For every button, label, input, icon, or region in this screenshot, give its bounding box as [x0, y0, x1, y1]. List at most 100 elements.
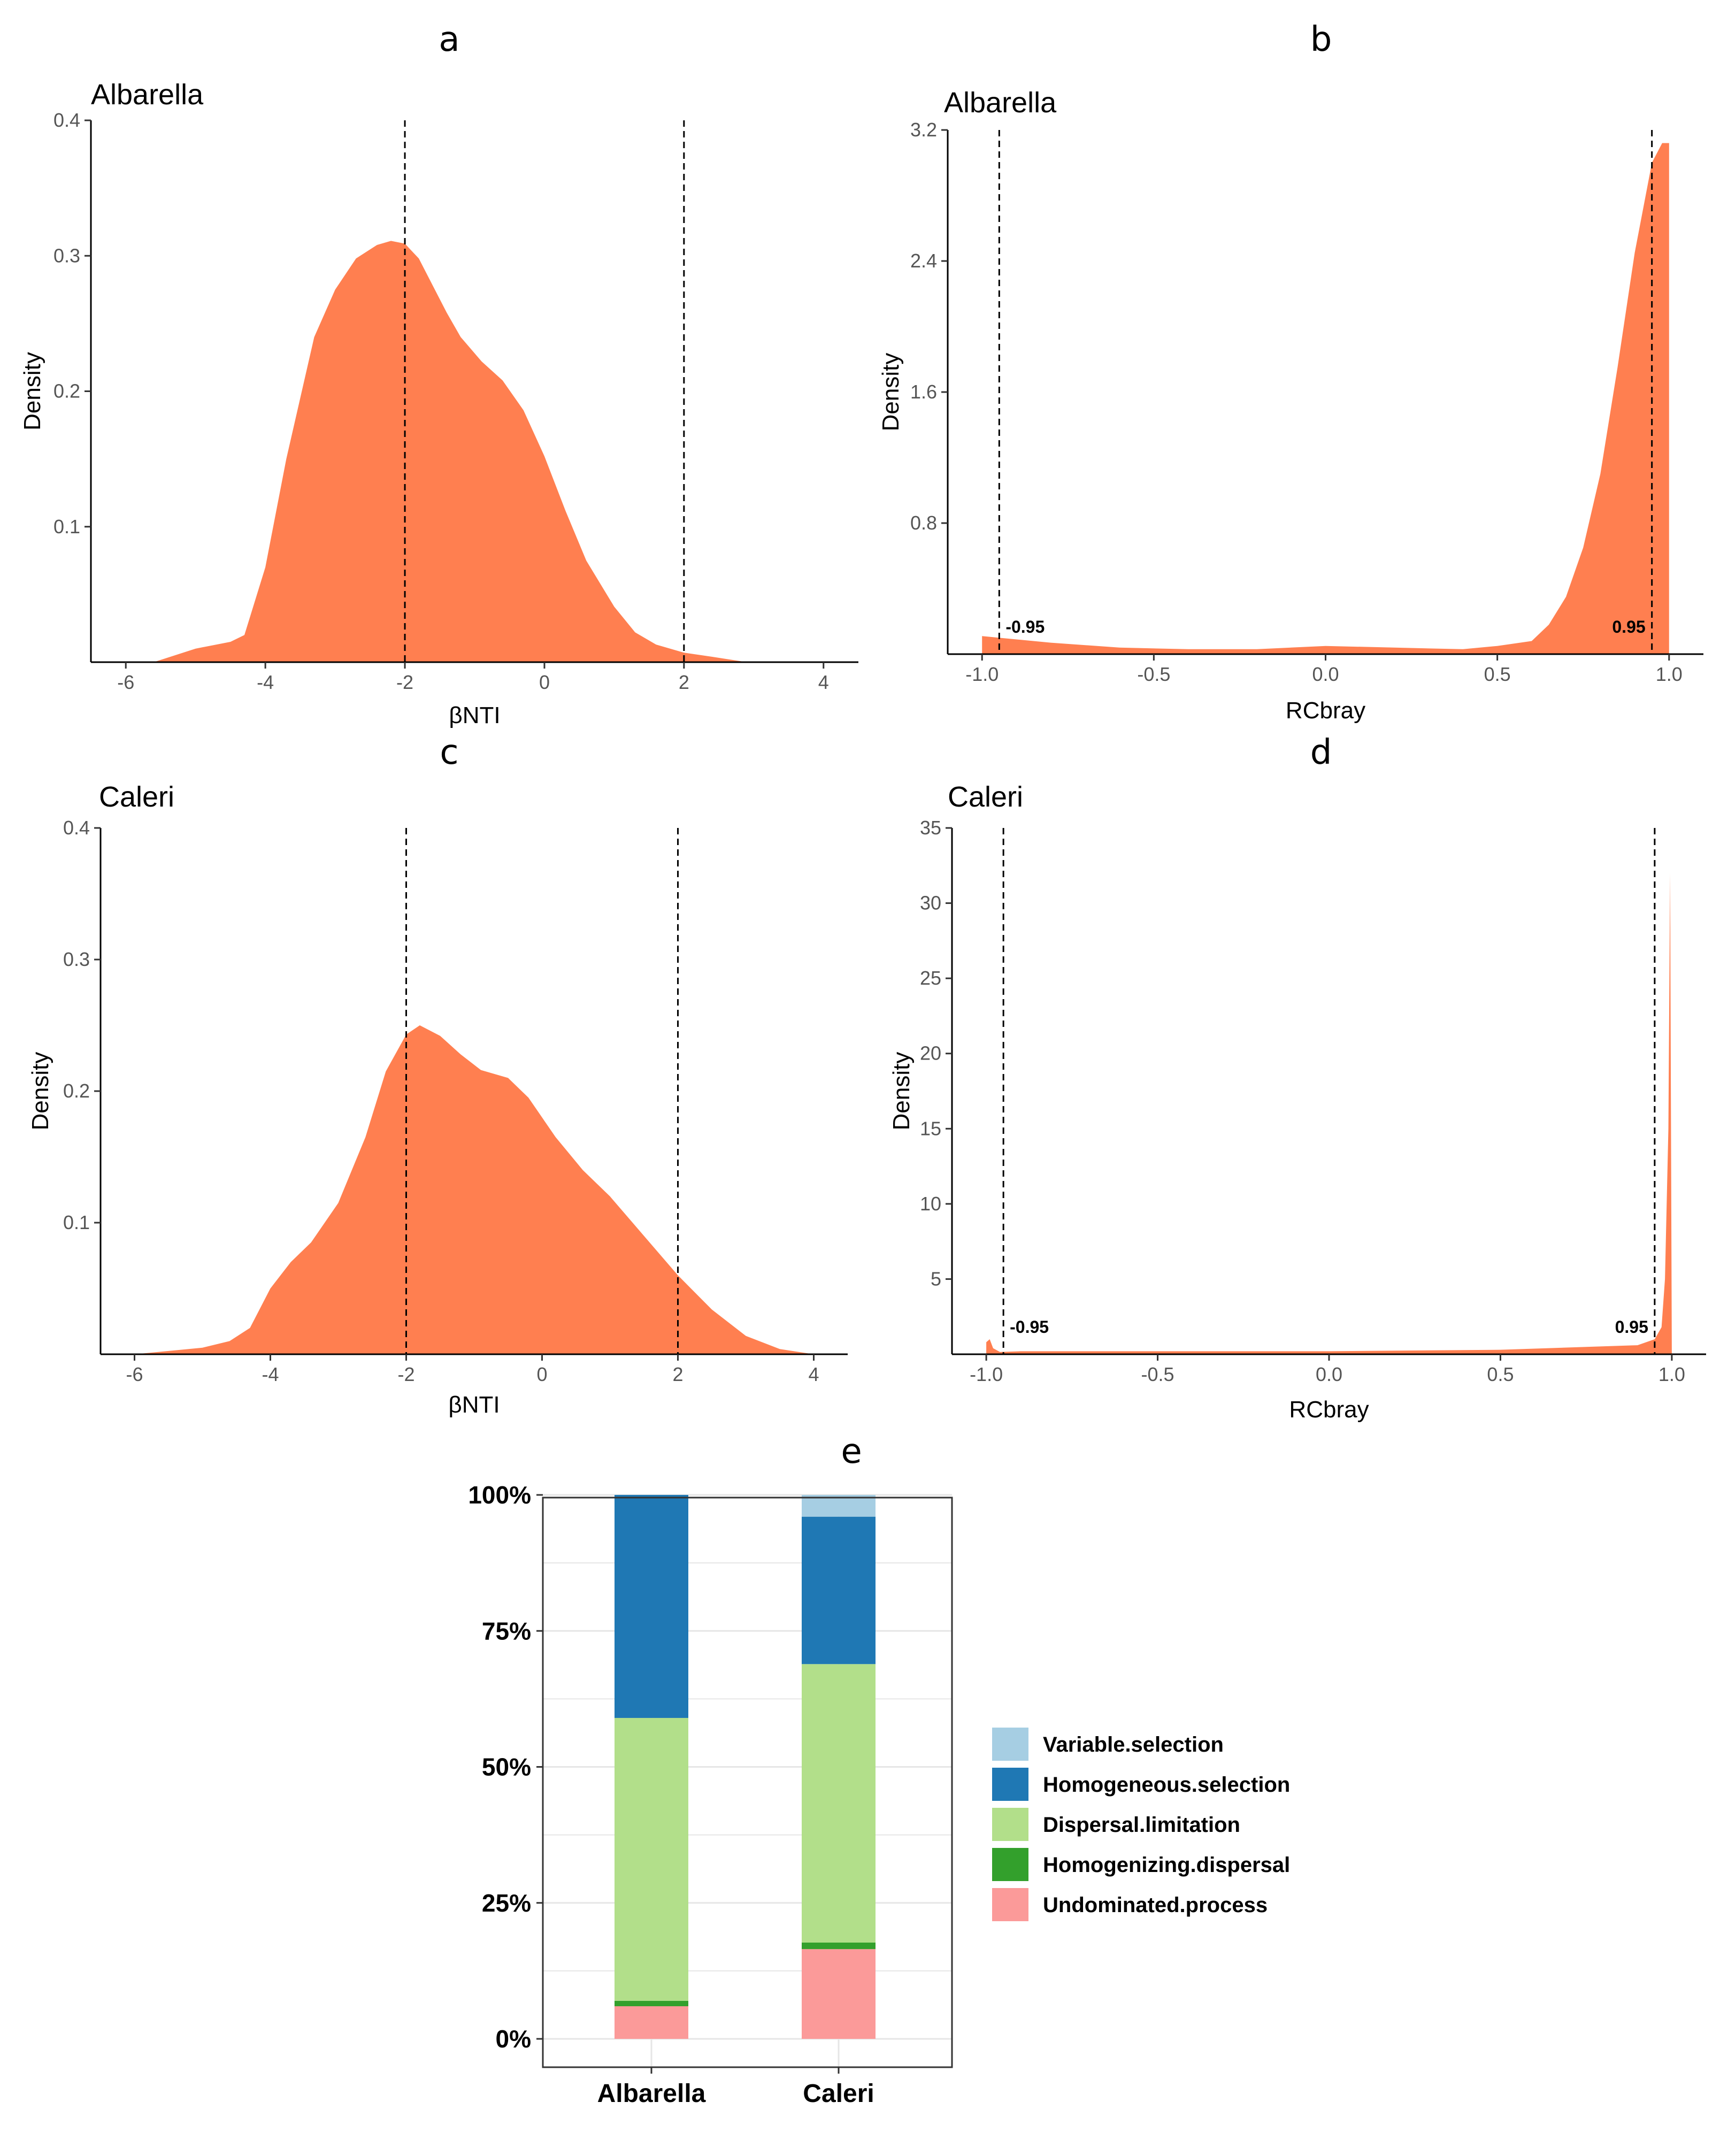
x-tick-label: 4 — [818, 671, 829, 693]
x-tick-label: 2 — [679, 671, 689, 693]
panel-a: a Albarella -6 -4 -2 0 2 4 0.1 0.2 0.3 0.4 βNTI Den… — [19, 20, 858, 728]
bar-segment — [615, 1717, 688, 2001]
density-plot-d: -1.0 -0.5 0.0 0.5 1.0 5 10 15 20 25 30 35 RCbray Dens… — [888, 817, 1706, 1423]
panel-letter-b: b — [1310, 20, 1332, 59]
panel-letter-d: d — [1310, 733, 1332, 772]
legend-swatch — [992, 1808, 1028, 1841]
x-tick-label: -1.0 — [970, 1363, 1003, 1385]
legend-swatch — [992, 1888, 1028, 1921]
y-axis-label: Density — [27, 1052, 53, 1131]
y-tick-label: 1.6 — [910, 381, 937, 403]
x-tick-label: 0.0 — [1316, 1363, 1342, 1385]
legend-label: Variable.selection — [1043, 1733, 1224, 1756]
y-tick-label: 0.8 — [910, 512, 937, 534]
x-tick-label: -4 — [257, 671, 274, 693]
y-axis-label: Density — [888, 1052, 915, 1131]
y-tick-label: 0.3 — [63, 948, 90, 970]
x-tick-label: Albarella — [597, 2080, 706, 2108]
y-tick-label: 25% — [482, 1889, 531, 1917]
legend-swatch — [992, 1768, 1028, 1801]
bar-segment — [615, 2000, 688, 2006]
legend-label: Undominated.process — [1043, 1893, 1268, 1917]
density-area — [134, 1025, 814, 1354]
x-tick-label: 0 — [536, 1363, 547, 1385]
legend-e: Variable.selection Homogeneous.selection D… — [992, 1728, 1290, 1921]
y-tick-label: 35 — [920, 817, 941, 839]
panel-e: e Albarella Caleri 0% 25% 50% 75% 100% Variabl… — [468, 1432, 1290, 2108]
y-tick-label: 50% — [482, 1753, 531, 1781]
y-tick-label: 30 — [920, 892, 941, 914]
x-tick-label: -0.5 — [1137, 663, 1170, 685]
plot-border — [542, 1497, 953, 2068]
y-tick-label: 0.3 — [53, 244, 80, 266]
y-tick-label: 0.4 — [63, 817, 90, 839]
bar-segment — [802, 1495, 876, 1517]
x-tick-label: -2 — [396, 671, 413, 693]
bar-segment — [615, 2006, 688, 2039]
bar-segment — [802, 1516, 876, 1664]
chart-title-d: Caleri — [948, 781, 1023, 813]
panel-b: b Albarella -1.0 -0.5 0.0 0.5 1.0 0.8 1.6 2.4 3.… — [878, 20, 1703, 724]
x-tick-label: 1.0 — [1658, 1363, 1685, 1385]
legend-swatch — [992, 1848, 1028, 1881]
y-tick-label: 3.2 — [910, 119, 937, 141]
legend-label: Homogenizing.dispersal — [1043, 1853, 1290, 1877]
y-tick-label: 5 — [931, 1268, 941, 1290]
x-tick-label: -0.5 — [1141, 1363, 1174, 1385]
bar-segment — [802, 1942, 876, 1950]
y-tick-label: 20 — [920, 1042, 941, 1064]
x-tick-label: -4 — [262, 1363, 279, 1385]
y-tick-label: 25 — [920, 967, 941, 989]
annotation-pos: 0.95 — [1615, 1317, 1648, 1337]
legend-label: Homogeneous.selection — [1043, 1773, 1290, 1797]
y-tick-label: 0.4 — [53, 109, 80, 131]
x-axis-label: RCbray — [1289, 1397, 1369, 1423]
y-tick-label: 15 — [920, 1117, 941, 1139]
y-tick-label: 0.2 — [63, 1080, 90, 1102]
stacked-bar-plot-e: Albarella Caleri 0% 25% 50% 75% 100% — [468, 1481, 953, 2108]
chart-title-a: Albarella — [91, 79, 204, 111]
x-tick-label: 1.0 — [1656, 663, 1683, 685]
y-axis-label: Density — [19, 352, 45, 431]
x-tick-label: -6 — [117, 671, 134, 693]
panel-letter-c: c — [440, 733, 458, 772]
y-tick-label: 100% — [468, 1481, 531, 1509]
x-tick-label: 0.5 — [1487, 1363, 1514, 1385]
x-tick-label: 2 — [672, 1363, 683, 1385]
panel-c: c Caleri -6 -4 -2 0 2 4 0.1 0.2 0.3 0.4 βNTI Densit… — [27, 733, 848, 1418]
x-tick-label: 0 — [539, 671, 550, 693]
y-tick-label: 0% — [496, 2025, 531, 2053]
x-tick-label: 0.5 — [1484, 663, 1511, 685]
panel-letter-a: a — [439, 20, 459, 59]
panel-letter-e: e — [841, 1432, 862, 1471]
legend-swatch — [992, 1728, 1028, 1761]
y-tick-label: 0.1 — [53, 516, 80, 538]
y-tick-label: 0.2 — [53, 380, 80, 402]
x-axis-label: βNTI — [449, 702, 500, 728]
density-area — [982, 143, 1669, 654]
x-tick-label: -6 — [126, 1363, 143, 1385]
x-axis-label: βNTI — [448, 1392, 500, 1418]
panel-d: d Caleri -1.0 -0.5 0.0 0.5 1.0 5 10 15 20 25 30 35 R… — [888, 733, 1706, 1423]
density-plot-a: -6 -4 -2 0 2 4 0.1 0.2 0.3 0.4 βNTI Density — [19, 109, 858, 728]
legend-label: Dispersal.limitation — [1043, 1813, 1240, 1837]
chart-title-b: Albarella — [944, 87, 1057, 119]
bar-segment — [802, 1664, 876, 1943]
y-tick-label: 75% — [482, 1617, 531, 1645]
density-plot-b: -1.0 -0.5 0.0 0.5 1.0 0.8 1.6 2.4 3.2 RCbray Densi… — [878, 119, 1703, 724]
x-tick-label: 4 — [808, 1363, 819, 1385]
annotation-pos: 0.95 — [1612, 617, 1645, 636]
x-tick-label: 0.0 — [1312, 663, 1339, 685]
annotation-neg: -0.95 — [1005, 617, 1045, 636]
bar-segment — [615, 1495, 688, 1718]
annotation-neg: -0.95 — [1010, 1317, 1049, 1337]
density-area — [153, 241, 747, 662]
y-tick-label: 0.1 — [63, 1211, 90, 1233]
density-plot-c: -6 -4 -2 0 2 4 0.1 0.2 0.3 0.4 βNTI Density — [27, 817, 848, 1418]
plot-background — [543, 1498, 952, 2067]
y-tick-label: 2.4 — [910, 250, 937, 272]
x-tick-label: -2 — [397, 1363, 414, 1385]
y-tick-label: 10 — [920, 1193, 941, 1215]
chart-title-c: Caleri — [99, 781, 174, 813]
y-axis-label: Density — [878, 353, 904, 432]
